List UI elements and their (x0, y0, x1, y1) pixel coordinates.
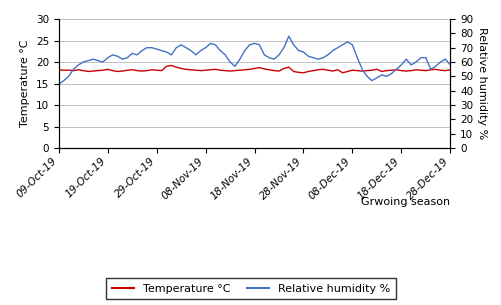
Y-axis label: Relative humidity %: Relative humidity % (476, 27, 486, 140)
Line: Temperature °C: Temperature °C (59, 66, 449, 73)
Temperature °C (276, 69, 282, 73)
Relative humidity % (446, 63, 452, 67)
Temperature °C (354, 69, 360, 73)
Relative humidity % (397, 63, 403, 67)
Relative humidity % (56, 82, 62, 86)
Relative humidity % (412, 60, 418, 64)
Temperature °C (56, 68, 62, 72)
Y-axis label: Temperature °C: Temperature °C (20, 40, 30, 127)
Relative humidity % (285, 34, 291, 38)
Temperature °C (446, 68, 452, 72)
Line: Relative humidity %: Relative humidity % (59, 36, 449, 84)
Temperature °C (168, 64, 174, 67)
Temperature °C (383, 69, 389, 73)
Relative humidity % (271, 57, 277, 61)
Temperature °C (417, 68, 423, 72)
Temperature °C (310, 69, 316, 73)
Relative humidity % (349, 43, 355, 47)
Text: Grwoing season: Grwoing season (360, 197, 449, 207)
Relative humidity % (305, 55, 311, 58)
Temperature °C (300, 71, 306, 75)
Relative humidity % (378, 73, 384, 77)
Temperature °C (402, 69, 408, 73)
Legend: Temperature °C, Relative humidity %: Temperature °C, Relative humidity % (106, 278, 395, 300)
